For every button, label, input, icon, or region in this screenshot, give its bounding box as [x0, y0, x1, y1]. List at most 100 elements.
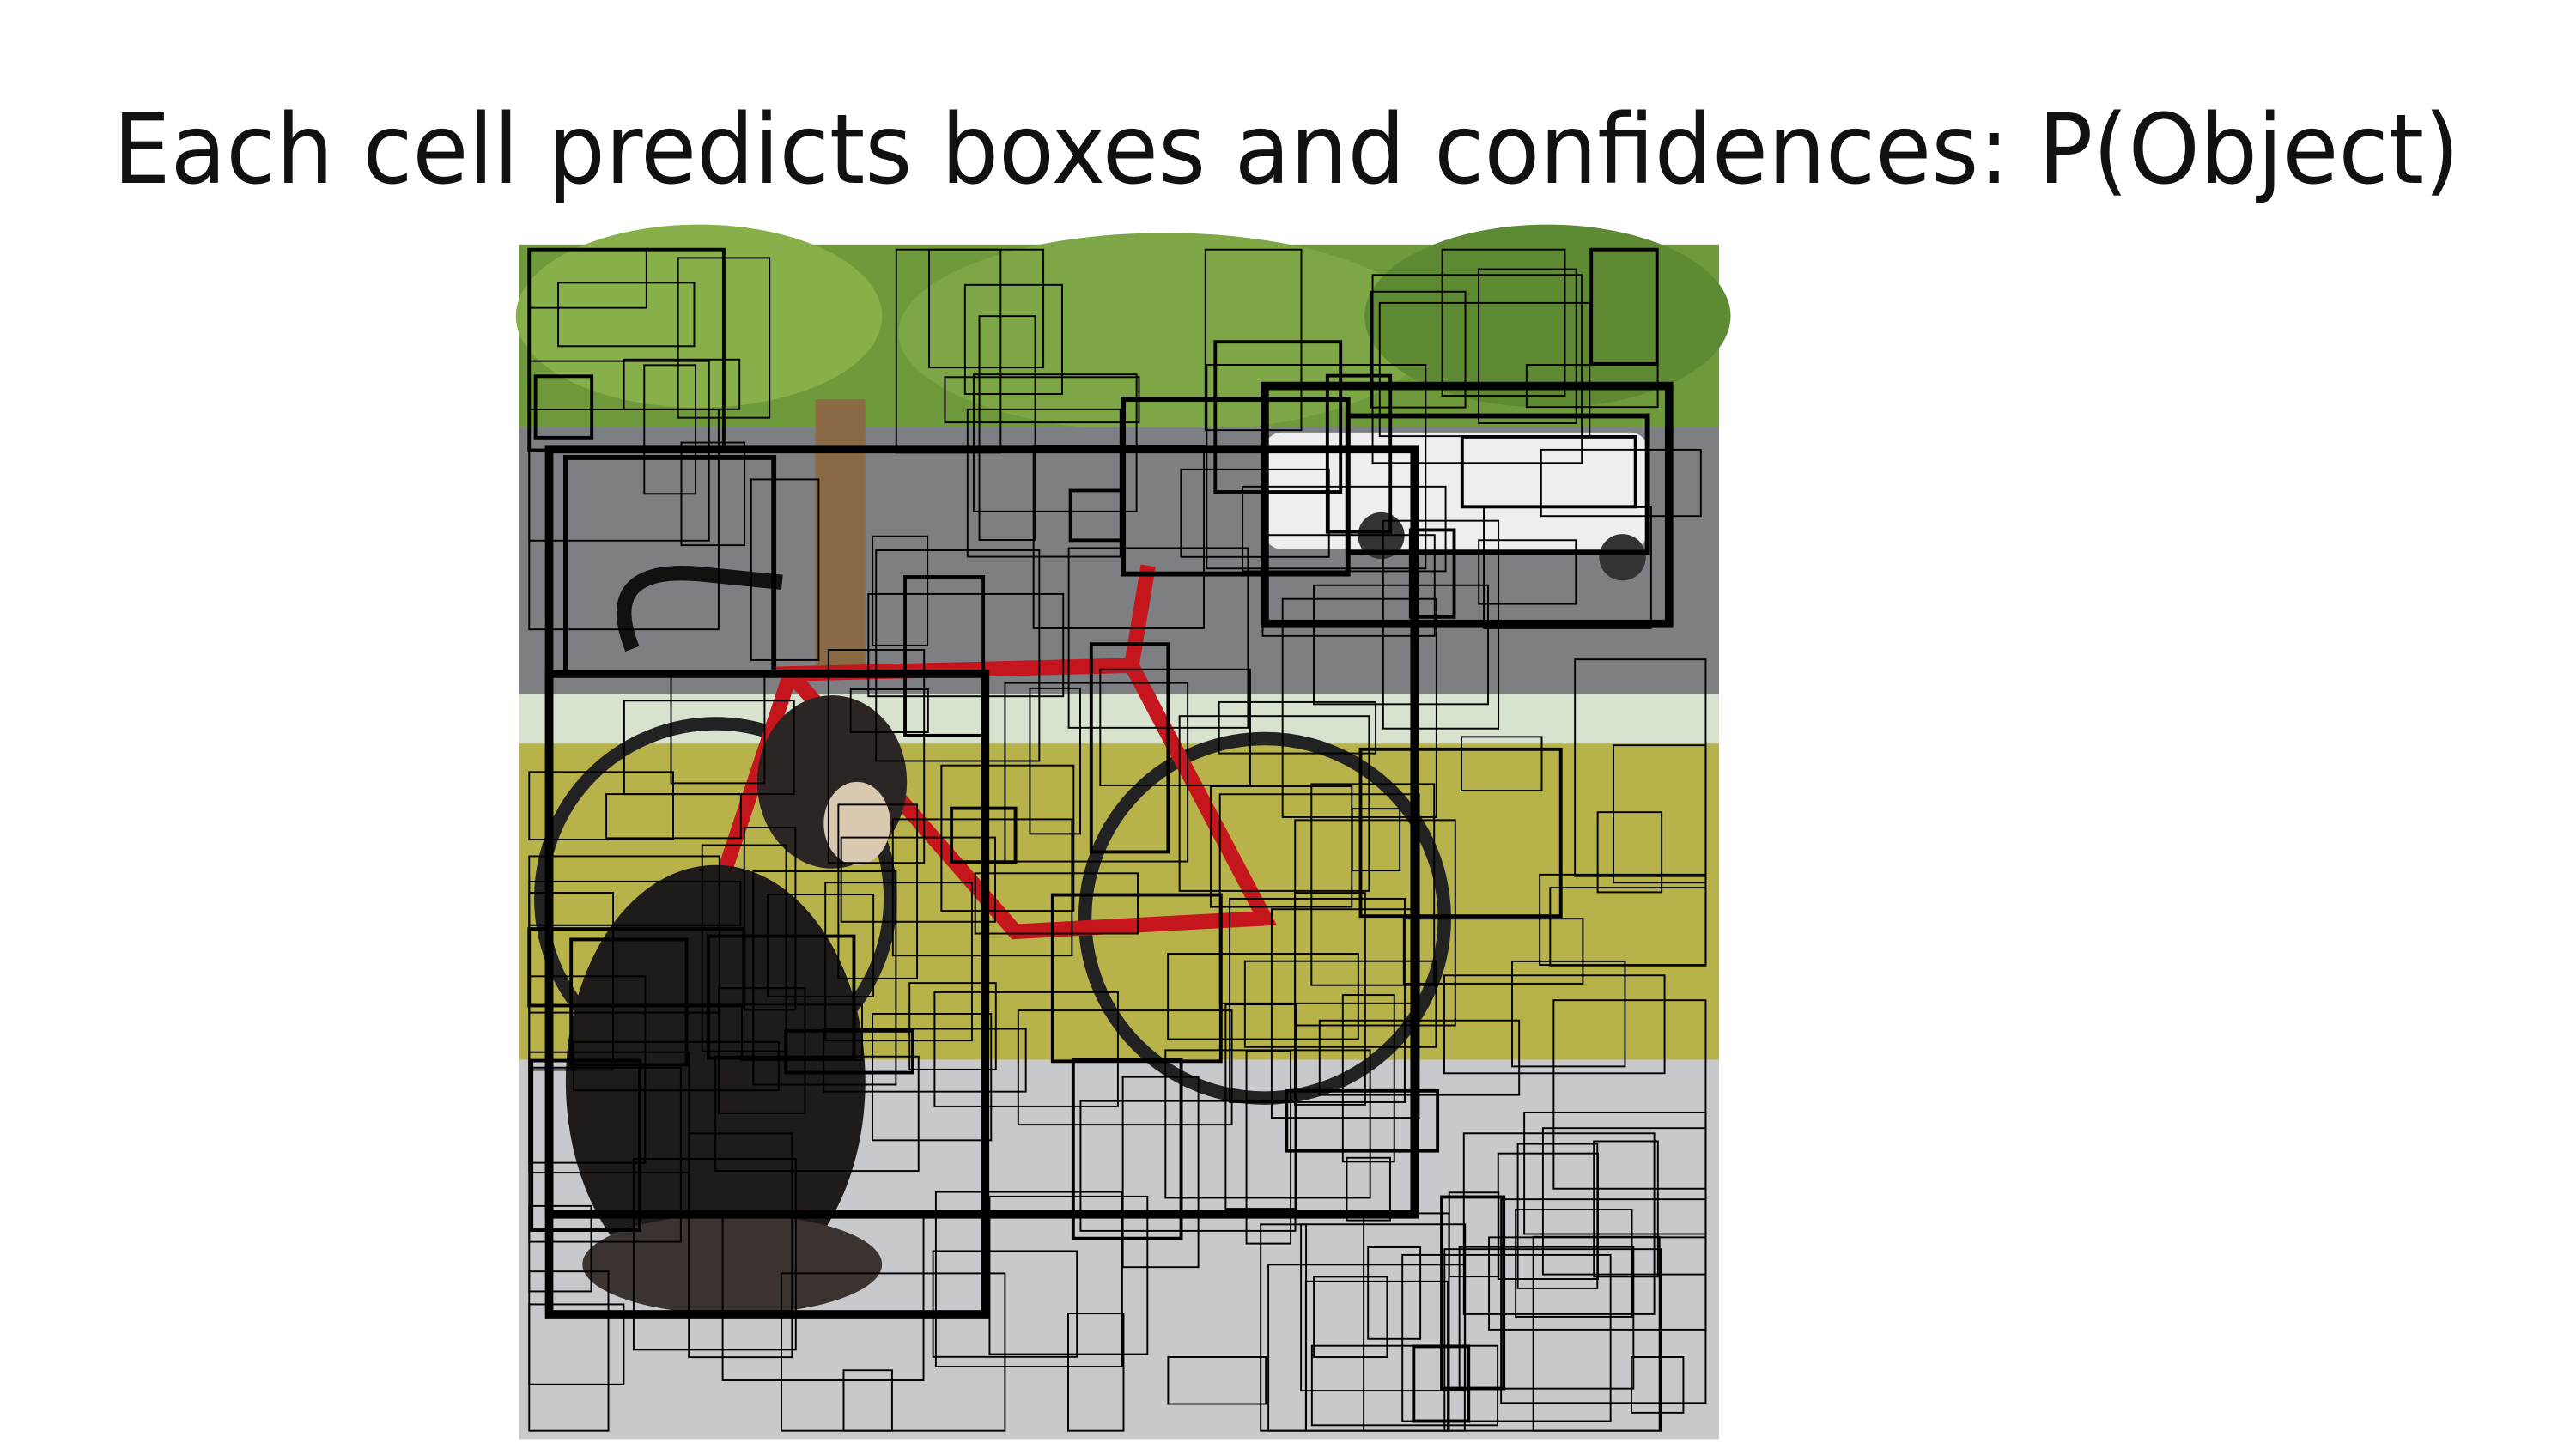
- box: [1515, 1209, 1633, 1318]
- box: [1229, 897, 1406, 1103]
- box: [533, 374, 594, 440]
- box: [978, 315, 1036, 541]
- box: [1540, 448, 1702, 518]
- box: [1549, 887, 1707, 967]
- box: [1180, 468, 1330, 558]
- box: [891, 818, 1073, 957]
- box: [1032, 445, 1206, 629]
- box: [1382, 519, 1500, 730]
- box: [670, 674, 766, 785]
- box: [963, 283, 1063, 396]
- box: [1371, 274, 1583, 464]
- box: [528, 880, 742, 926]
- box: [750, 478, 820, 661]
- box: [1589, 247, 1659, 366]
- box: [1346, 1156, 1391, 1222]
- box: [1204, 248, 1303, 432]
- box: [1412, 1344, 1471, 1423]
- box: [1242, 485, 1447, 573]
- box: [1206, 364, 1427, 570]
- box: [528, 1051, 690, 1174]
- box: [643, 364, 697, 495]
- box: [840, 836, 996, 923]
- box: [1218, 700, 1377, 755]
- box: [1596, 811, 1663, 894]
- box: [1209, 785, 1353, 908]
- slide-title: Each cell predicts boxes and confidences…: [113, 94, 2460, 206]
- box: [1270, 908, 1420, 1119]
- box: [1443, 974, 1666, 1075]
- box: [849, 688, 929, 733]
- box: [623, 700, 795, 796]
- box: [1313, 584, 1489, 706]
- box: [1461, 736, 1543, 792]
- tree-trunk: [815, 399, 866, 666]
- box: [1294, 819, 1456, 1027]
- box: [784, 1028, 914, 1075]
- box: [944, 376, 1140, 424]
- foliage: [898, 233, 1431, 433]
- box: [701, 844, 787, 1052]
- box: [1541, 1127, 1707, 1276]
- box: [1318, 1019, 1521, 1096]
- car: [1264, 432, 1648, 549]
- box: [632, 1157, 797, 1351]
- box: [1458, 1246, 1635, 1390]
- box: [1121, 1076, 1200, 1269]
- box: [1004, 682, 1189, 863]
- box: [1167, 1356, 1267, 1405]
- box: [875, 549, 1041, 762]
- box: [1408, 528, 1456, 619]
- dog-tail: [582, 1214, 883, 1315]
- box: [1245, 1050, 1292, 1245]
- box: [1630, 1356, 1685, 1414]
- box: [1313, 1276, 1388, 1359]
- box: [1310, 1344, 1499, 1427]
- box: [569, 937, 689, 1067]
- box: [1017, 1009, 1233, 1126]
- box: [1068, 488, 1124, 543]
- box: [950, 806, 1018, 864]
- box: [1218, 793, 1420, 1004]
- box: [1089, 642, 1170, 854]
- box: [1071, 1058, 1183, 1240]
- box: [1441, 248, 1566, 397]
- box: [528, 771, 674, 840]
- box: [528, 1270, 610, 1432]
- box: [1478, 539, 1577, 605]
- box: [1325, 373, 1393, 534]
- predicted-boxes: [527, 247, 1707, 1432]
- box: [966, 408, 1121, 558]
- box: [903, 575, 986, 737]
- box: [688, 1132, 793, 1359]
- box: [972, 373, 1138, 512]
- car-wheel: [1599, 534, 1646, 581]
- box: [1552, 999, 1707, 1190]
- box: [1261, 381, 1674, 628]
- box: [781, 1272, 1006, 1432]
- foliage: [1364, 224, 1731, 408]
- box: [1511, 960, 1626, 1068]
- box: [1402, 918, 1584, 985]
- box: [1341, 994, 1395, 1163]
- box: [842, 1369, 893, 1432]
- box: [721, 1214, 925, 1381]
- box: [1261, 534, 1436, 637]
- foliage: [515, 224, 883, 408]
- box: [1285, 1088, 1440, 1153]
- box: [766, 894, 875, 997]
- box: [1079, 1100, 1297, 1232]
- box: [743, 827, 797, 1011]
- box: [1363, 1212, 1450, 1432]
- box: [1224, 1003, 1297, 1210]
- box: [1401, 1253, 1612, 1422]
- box: [528, 1204, 592, 1293]
- box: [824, 882, 973, 1042]
- box: [928, 248, 1045, 369]
- box: [1460, 434, 1637, 509]
- box: [528, 855, 720, 1014]
- box: [1300, 1223, 1467, 1392]
- box: [1067, 1313, 1125, 1432]
- box: [933, 991, 1119, 1107]
